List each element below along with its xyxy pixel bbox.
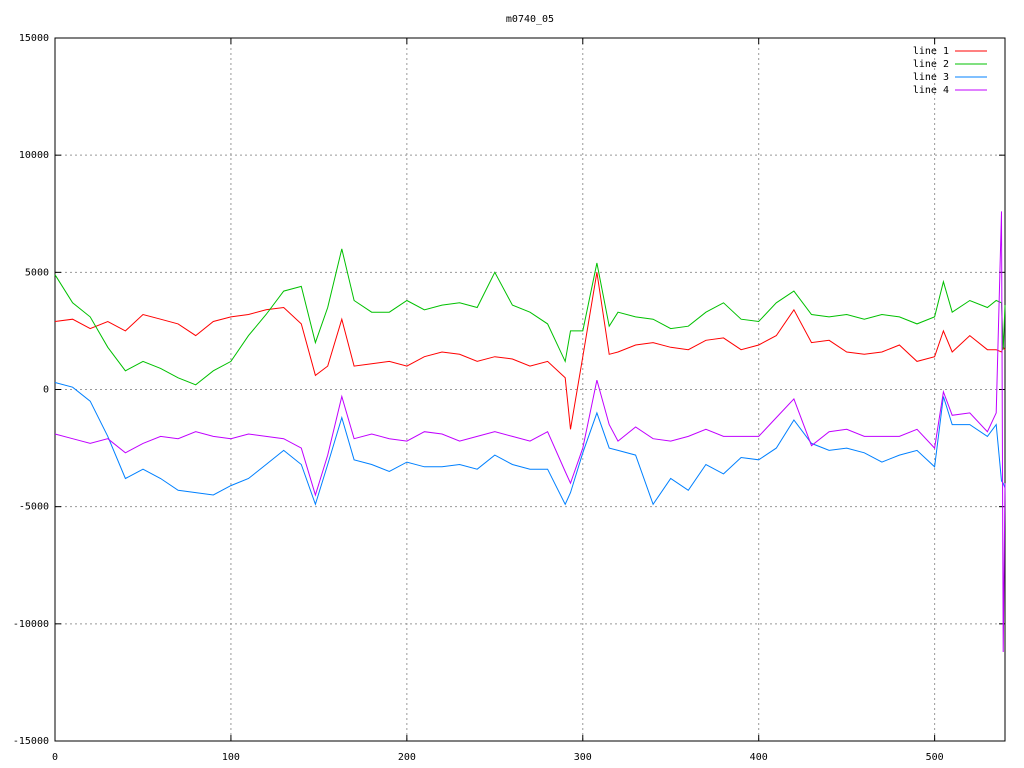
y-tick-label: 15000 (19, 33, 49, 44)
chart-title: m0740_05 (506, 14, 554, 25)
x-tick-label: 0 (52, 752, 58, 763)
plot-border (54, 37, 1006, 742)
legend-label: line 1 (913, 46, 949, 57)
x-tick-label: 400 (750, 752, 768, 763)
series-line (54, 248, 1006, 386)
x-tick-label: 500 (926, 752, 944, 763)
series-line (54, 382, 1006, 506)
y-tick-label: -15000 (13, 736, 49, 747)
series-line (54, 272, 1006, 430)
legend-label: line 4 (913, 85, 949, 96)
x-tick-label: 200 (398, 752, 416, 763)
legend-label: line 3 (913, 72, 949, 83)
legend-label: line 2 (913, 59, 949, 70)
y-tick-label: -5000 (19, 502, 49, 513)
y-tick-label: 10000 (19, 150, 49, 161)
x-tick-label: 100 (222, 752, 240, 763)
y-tick-label: 5000 (25, 267, 49, 278)
y-tick-label: 0 (43, 385, 49, 396)
series-line (54, 211, 1006, 653)
x-tick-label: 300 (574, 752, 592, 763)
y-tick-label: -10000 (13, 619, 49, 630)
